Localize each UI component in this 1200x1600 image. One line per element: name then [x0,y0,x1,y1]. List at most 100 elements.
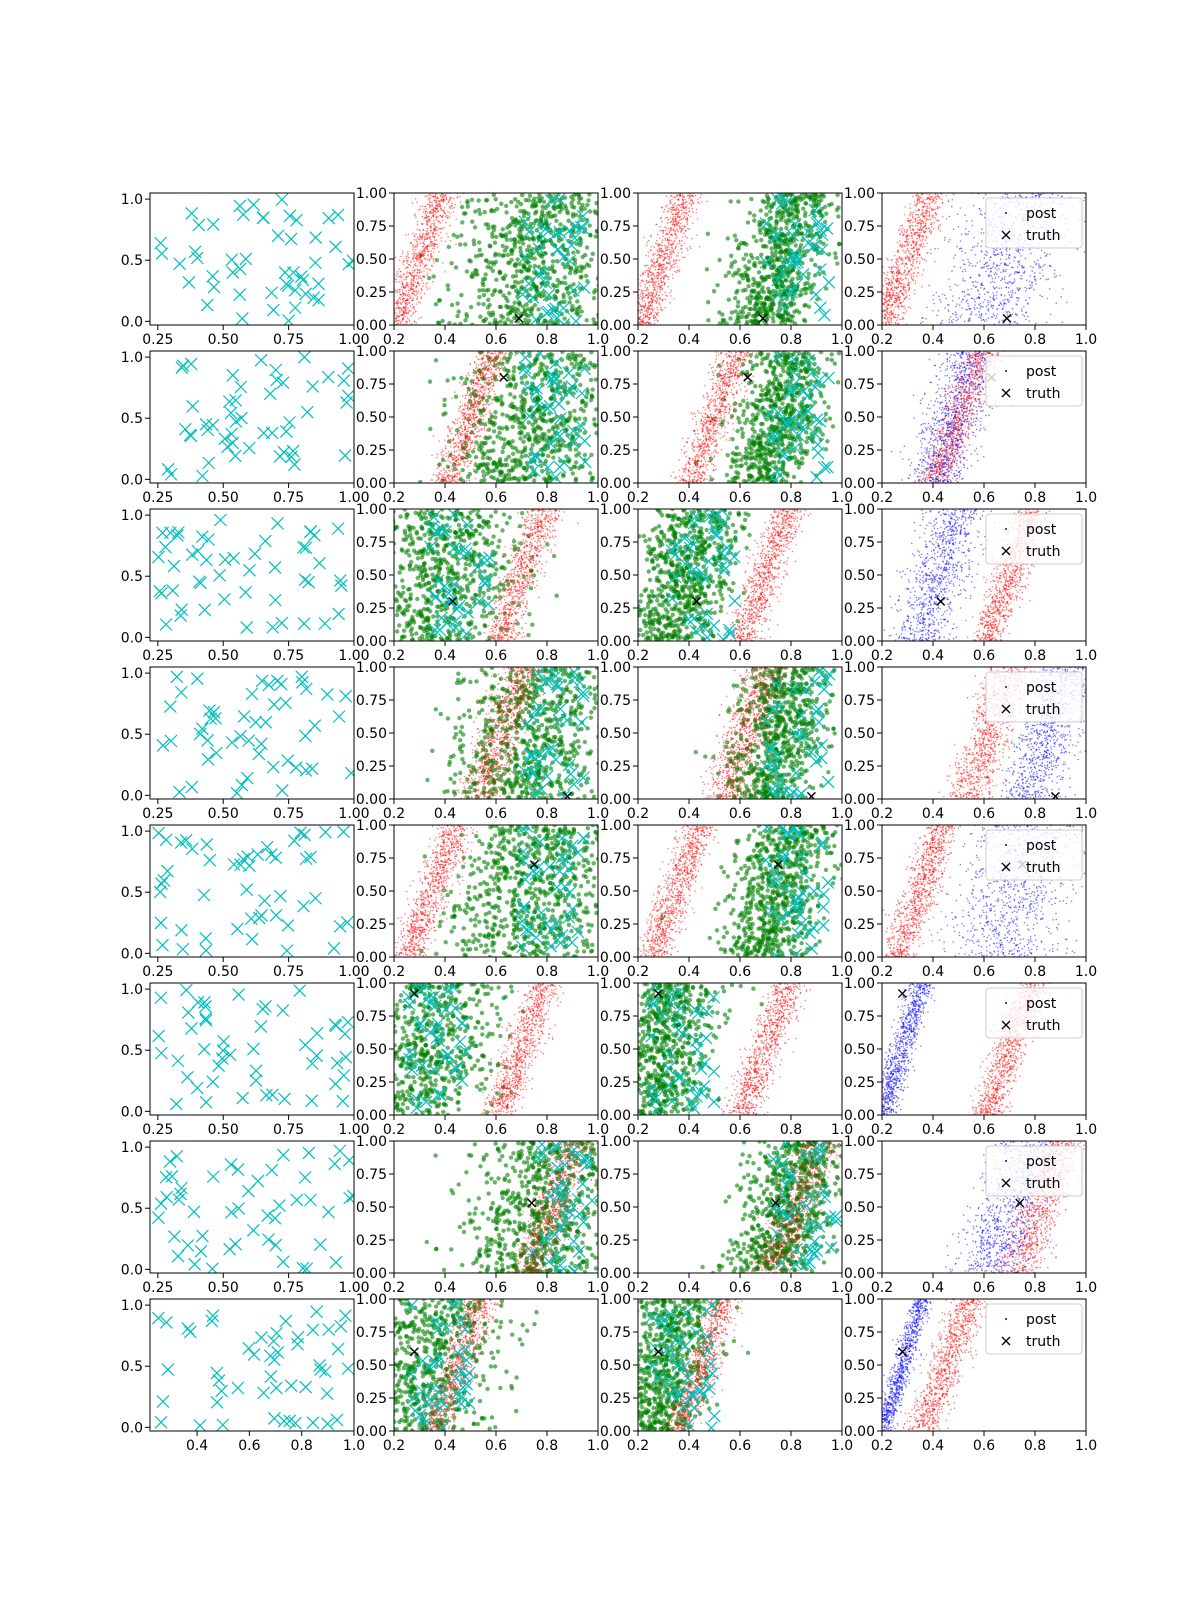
prior-samples-point [649,235,652,238]
posterior-samples-point [1022,272,1025,274]
prior-samples-point [680,206,682,209]
prior-samples-point [417,209,420,211]
prior-samples-point [921,228,924,230]
prior-samples-point [684,235,687,238]
design-cross [759,217,773,231]
prior-samples-point [922,243,925,245]
design-cross [188,245,202,259]
prior-samples-point [415,291,418,293]
prior-samples-point [422,245,425,248]
prior-samples-point [439,227,442,230]
prior-samples-point [438,201,440,204]
prior-samples-point [914,280,917,282]
green-samples-point [565,211,570,216]
prior-samples-point [904,252,907,255]
prior-samples-point [879,316,881,318]
prior-samples-point [903,231,906,233]
prior-samples-point [403,299,406,302]
prior-samples-point [381,306,383,308]
design-cross [815,243,829,257]
green-samples-point [427,275,432,281]
prior-samples-point [447,217,449,219]
prior-samples-point [405,312,408,315]
prior-samples-point [898,278,900,280]
design-cross [817,308,831,322]
green-samples-point [554,218,559,223]
green-samples-point [593,234,598,239]
posterior-samples-point [935,291,938,294]
prior-samples-point [661,267,664,269]
prior-samples-point [932,214,934,217]
prior-samples-point [907,234,910,237]
design-cross [346,254,354,268]
prior-samples-point [656,261,658,263]
prior-samples-point [414,198,417,200]
prior-samples-point [433,224,436,227]
green-samples-point [770,250,775,255]
prior-samples-point [901,244,903,247]
prior-samples-point [392,313,394,315]
prior-samples-point [401,250,404,252]
prior-samples-point [922,238,924,241]
prior-samples-point [437,200,440,202]
prior-samples-point [669,263,671,265]
posterior-samples-point [989,281,992,284]
prior-samples-point [411,285,413,288]
design-cross [283,209,297,223]
green-samples-point [729,264,734,269]
green-samples-point [836,205,841,210]
prior-samples-point [646,308,648,310]
green-samples-point [570,303,575,309]
prior-samples-point [692,211,694,213]
design-cross [813,301,827,315]
prior-samples-point [657,253,659,255]
prior-samples-point [657,288,659,290]
prior-samples-point [643,236,645,239]
design-cross [542,305,555,319]
green-samples-point [431,274,436,279]
green-samples-point [502,248,508,253]
posterior-samples-point [947,310,950,313]
prior-samples-point [892,292,895,295]
prior-samples-point [432,195,434,198]
prior-samples-point [921,245,923,248]
y-tick-label: 1.0 [121,192,143,208]
prior-samples-point [445,221,447,224]
prior-samples-point [901,227,904,230]
prior-samples-point [395,315,397,317]
prior-samples-point [696,234,698,236]
posterior-samples-point [977,290,980,292]
prior-samples-point [428,215,430,218]
prior-samples-point [902,288,904,290]
prior-samples-point [647,295,649,298]
posterior-samples-point [944,307,946,309]
design-cross [235,312,249,325]
prior-samples-point [899,278,902,280]
prior-samples-point [670,256,673,259]
prior-samples-point [444,212,446,215]
prior-samples-point [669,251,671,253]
green-samples-point [754,301,760,307]
prior-samples-point [413,234,416,237]
design-cross [768,231,782,245]
posterior-samples-point [986,251,989,254]
posterior-samples-point [941,322,943,324]
design-cross [284,232,298,246]
prior-samples-point [425,245,428,248]
prior-samples-point [876,320,878,322]
green-samples-point [512,237,517,242]
prior-samples-point [645,280,648,282]
y-tick-label: 0.75 [356,219,387,235]
prior-samples-point [646,313,648,315]
prior-samples-point [913,204,916,206]
prior-samples-point [897,294,899,297]
green-samples-point [796,272,802,277]
prior-samples-point [905,231,908,233]
prior-samples-point [405,304,407,306]
prior-samples-point [399,321,401,324]
design-cross [529,313,543,325]
green-samples-point [774,214,780,219]
prior-samples-point [902,285,905,287]
green-samples-point [490,224,495,229]
green-samples-point [493,288,498,293]
